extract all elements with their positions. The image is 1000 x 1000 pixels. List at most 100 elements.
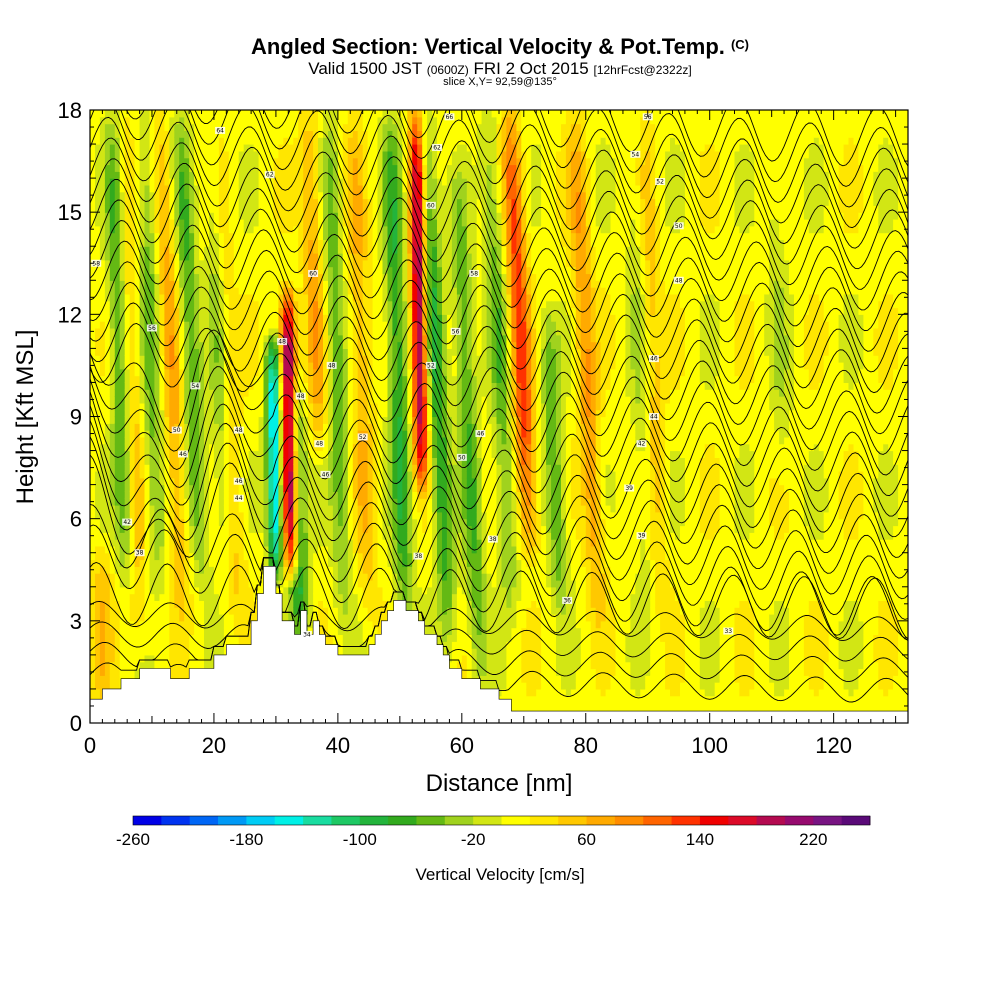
field-cell <box>109 423 116 431</box>
field-cell <box>352 307 359 315</box>
field-cell <box>149 164 156 172</box>
field-cell <box>332 443 339 452</box>
field-cell <box>169 219 175 227</box>
field-cell <box>159 239 165 247</box>
field-cell <box>124 355 131 363</box>
field-cell <box>253 389 260 397</box>
field-cell <box>323 532 329 540</box>
field-cell <box>104 620 111 629</box>
field-cell <box>104 539 111 547</box>
field-cell <box>154 368 160 377</box>
field-cell <box>109 259 116 268</box>
field-cell <box>342 110 349 118</box>
field-cell <box>223 307 230 315</box>
field-cell <box>218 205 225 213</box>
field-cell <box>288 246 294 254</box>
field-cell <box>204 328 210 336</box>
field-cell <box>273 416 279 424</box>
field-cell <box>248 164 255 172</box>
field-cell <box>134 430 141 438</box>
field-cell <box>169 341 175 349</box>
field-cell <box>308 362 314 370</box>
field-cell <box>209 246 215 254</box>
field-cell <box>337 464 344 472</box>
field-cell <box>337 307 344 315</box>
field-cell <box>164 184 170 193</box>
field-cell <box>347 389 354 397</box>
field-cell <box>278 144 284 152</box>
field-cell <box>283 436 289 445</box>
field-cell <box>179 116 185 125</box>
field-cell <box>134 116 141 125</box>
field-cell <box>228 545 235 554</box>
field-cell <box>154 300 160 309</box>
field-cell <box>204 232 210 240</box>
field-cell <box>144 137 151 145</box>
field-cell <box>134 518 141 527</box>
field-cell <box>114 198 121 206</box>
field-cell <box>209 505 215 513</box>
field-cell <box>139 518 146 527</box>
field-cell <box>99 287 106 295</box>
field-cell <box>149 382 156 390</box>
field-cell <box>238 457 245 465</box>
field-cell <box>144 505 151 513</box>
field-cell <box>223 239 230 247</box>
field-cell <box>179 457 185 465</box>
field-cell <box>139 641 146 649</box>
field-cell <box>114 409 121 418</box>
field-cell <box>342 239 349 247</box>
field-cell <box>288 355 294 363</box>
field-cell <box>248 253 255 261</box>
field-cell <box>199 586 205 595</box>
field-cell <box>218 389 225 397</box>
field-cell <box>332 457 339 465</box>
field-cell <box>213 184 220 193</box>
field-cell <box>119 614 126 622</box>
field-cell <box>288 239 294 247</box>
field-cell <box>104 225 111 234</box>
field-cell <box>328 150 334 159</box>
field-cell <box>263 198 270 206</box>
field-cell <box>258 191 265 200</box>
field-cell <box>318 314 324 322</box>
field-cell <box>194 246 200 254</box>
field-cell <box>258 246 265 254</box>
field-cell <box>169 130 175 138</box>
field-cell <box>184 116 190 125</box>
field-cell <box>332 450 339 458</box>
field-cell <box>318 110 324 118</box>
field-cell <box>258 212 265 220</box>
field-cell <box>298 116 304 125</box>
field-cell <box>199 443 205 452</box>
field-cell <box>253 239 260 247</box>
field-cell <box>194 430 200 438</box>
field-cell <box>332 191 339 200</box>
field-cell <box>218 164 225 172</box>
field-cell <box>95 654 101 663</box>
field-cell <box>199 116 205 125</box>
field-cell <box>223 321 230 329</box>
field-cell <box>298 287 304 295</box>
field-cell <box>154 586 160 595</box>
field-cell <box>174 184 180 193</box>
field-cell <box>124 477 131 486</box>
field-cell <box>164 205 170 213</box>
field-cell <box>99 518 106 527</box>
field-cell <box>223 607 230 615</box>
field-cell <box>119 593 126 601</box>
field-cell <box>238 259 245 268</box>
field-cell <box>218 457 225 465</box>
field-cell <box>109 266 116 275</box>
field-cell <box>283 477 289 486</box>
field-cell <box>124 614 131 622</box>
field-cell <box>288 430 294 438</box>
field-cell <box>268 198 275 206</box>
field-cell <box>139 266 146 275</box>
field-cell <box>243 511 250 520</box>
field-cell <box>357 307 364 315</box>
field-cell <box>323 184 329 193</box>
field-cell <box>263 498 270 506</box>
field-cell <box>283 273 289 281</box>
field-cell <box>293 225 299 234</box>
